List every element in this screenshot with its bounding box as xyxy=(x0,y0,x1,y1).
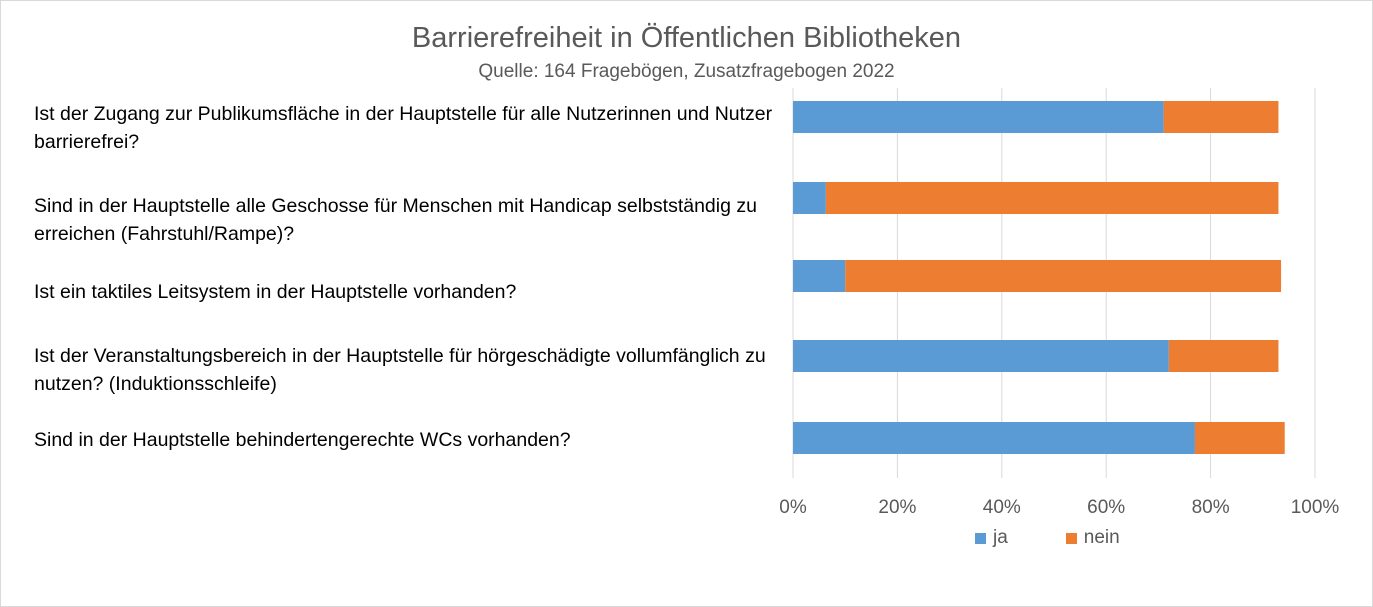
legend-swatch-ja xyxy=(975,532,986,544)
category-label-text: Sind in der Hauptstelle behindertengerec… xyxy=(34,429,571,451)
category-label: Ist der Zugang zur Publikumsfläche in de… xyxy=(34,98,786,158)
legend-label-ja: ja xyxy=(993,527,1008,548)
legend-swatch-nein xyxy=(1065,532,1077,544)
bar-ja xyxy=(793,422,1195,454)
x-tick-label: 20% xyxy=(878,497,916,518)
bar-nein xyxy=(825,182,1279,214)
category-label: Sind in der Hauptstelle behindertengerec… xyxy=(34,410,786,470)
x-tick-label: 0% xyxy=(779,497,807,518)
bar-nein xyxy=(845,260,1282,292)
bar-ja xyxy=(793,182,826,214)
category-label-text: Ist ein taktiles Leitsystem in der Haupt… xyxy=(34,281,517,303)
category-label: Ist ein taktiles Leitsystem in der Haupt… xyxy=(34,262,786,322)
x-tick-label: 60% xyxy=(1087,497,1125,518)
bar-ja xyxy=(793,260,846,292)
x-tick-label: 100% xyxy=(1291,497,1340,518)
legend-item-ja: ja xyxy=(975,527,1008,549)
bar-ja xyxy=(793,101,1164,133)
chart-title: Barrierefreiheit in Öffentlichen Bibliot… xyxy=(411,22,962,54)
bar-nein xyxy=(1163,101,1279,133)
legend: ja nein xyxy=(975,527,1178,549)
legend-label-nein: nein xyxy=(1083,527,1120,548)
chart-subtitle: Quelle: 164 Fragebögen, Zusatzfragebogen… xyxy=(478,61,895,82)
bar-ja xyxy=(793,340,1169,372)
category-label: Sind in der Hauptstelle alle Geschosse f… xyxy=(34,190,786,250)
legend-item-nein: nein xyxy=(1065,527,1120,549)
category-label-text: Ist der Zugang zur Publikumsfläche in de… xyxy=(34,103,773,153)
x-tick-label: 40% xyxy=(983,497,1021,518)
category-label-text: Sind in der Hauptstelle alle Geschosse f… xyxy=(34,195,757,245)
x-tick-label: 80% xyxy=(1192,497,1230,518)
category-label-text: Ist der Veranstaltungsbereich in der Hau… xyxy=(34,345,766,395)
bar-nein xyxy=(1194,422,1285,454)
bar-nein xyxy=(1168,340,1279,372)
category-label: Ist der Veranstaltungsbereich in der Hau… xyxy=(34,340,786,400)
